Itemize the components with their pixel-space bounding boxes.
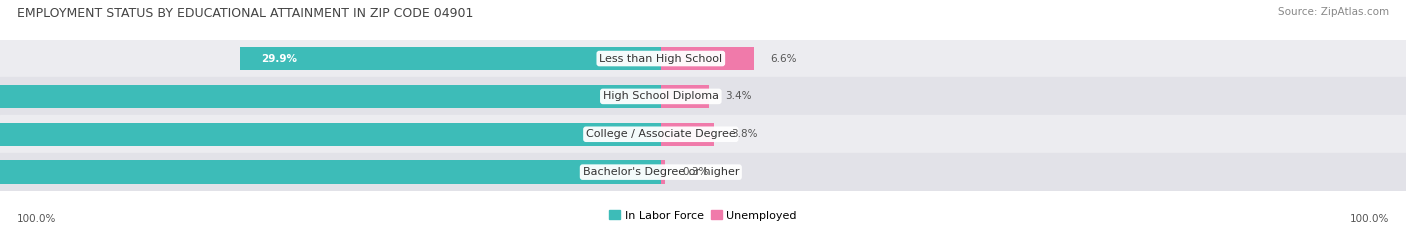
Text: 29.9%: 29.9% [262,54,298,64]
Text: 6.6%: 6.6% [770,54,797,64]
Bar [661,160,665,184]
Bar [661,85,709,108]
Bar [0,115,1406,153]
Bar [661,47,754,70]
Text: Bachelor's Degree or higher: Bachelor's Degree or higher [582,167,740,177]
Text: Source: ZipAtlas.com: Source: ZipAtlas.com [1278,7,1389,17]
Bar [240,47,661,70]
Bar [0,153,1406,191]
Text: College / Associate Degree: College / Associate Degree [586,129,735,139]
Text: Less than High School: Less than High School [599,54,723,64]
Text: 3.8%: 3.8% [731,129,758,139]
Bar [0,160,661,184]
Text: EMPLOYMENT STATUS BY EDUCATIONAL ATTAINMENT IN ZIP CODE 04901: EMPLOYMENT STATUS BY EDUCATIONAL ATTAINM… [17,7,474,20]
Bar [0,77,1406,115]
Text: 0.3%: 0.3% [682,167,709,177]
Bar [661,123,714,146]
Legend: In Labor Force, Unemployed: In Labor Force, Unemployed [605,206,801,225]
Bar [0,85,661,108]
Bar [0,40,1406,77]
Text: High School Diploma: High School Diploma [603,91,718,101]
Text: 3.4%: 3.4% [725,91,752,101]
Text: 100.0%: 100.0% [17,214,56,224]
Text: 100.0%: 100.0% [1350,214,1389,224]
Bar [0,123,661,146]
